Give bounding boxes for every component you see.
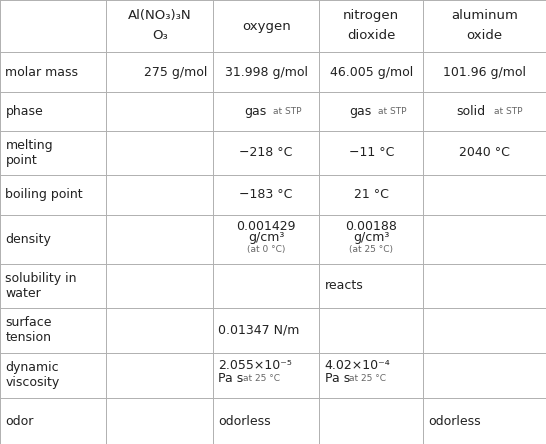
Text: 2040 °C: 2040 °C: [459, 146, 510, 159]
Text: at STP: at STP: [272, 107, 301, 116]
Text: −183 °C: −183 °C: [240, 188, 293, 202]
Text: solid: solid: [456, 105, 485, 118]
Text: 4.02×10⁻⁴: 4.02×10⁻⁴: [325, 359, 390, 372]
Text: dynamic
viscosity: dynamic viscosity: [5, 361, 60, 389]
Text: 31.998 g/mol: 31.998 g/mol: [224, 66, 308, 79]
Text: −11 °C: −11 °C: [348, 146, 394, 159]
Text: aluminum: aluminum: [451, 8, 518, 22]
Text: solubility in
water: solubility in water: [5, 272, 77, 300]
Text: dioxide: dioxide: [347, 28, 395, 42]
Text: Pa s: Pa s: [325, 373, 350, 385]
Text: nitrogen: nitrogen: [343, 8, 399, 22]
Text: 101.96 g/mol: 101.96 g/mol: [443, 66, 526, 79]
Text: −218 °C: −218 °C: [240, 146, 293, 159]
Text: 2.055×10⁻⁵: 2.055×10⁻⁵: [218, 359, 292, 372]
Text: 21 °C: 21 °C: [354, 188, 389, 202]
Text: density: density: [5, 233, 51, 246]
Text: oxygen: oxygen: [242, 20, 290, 33]
Text: boiling point: boiling point: [5, 188, 83, 202]
Text: reacts: reacts: [325, 279, 364, 293]
Text: odorless: odorless: [429, 415, 481, 428]
Text: 275 g/mol: 275 g/mol: [144, 66, 207, 79]
Text: (at 0 °C): (at 0 °C): [247, 246, 286, 254]
Text: (at 25 °C): (at 25 °C): [349, 246, 393, 254]
Text: Pa s: Pa s: [218, 373, 244, 385]
Text: O₃: O₃: [152, 28, 168, 42]
Text: 46.005 g/mol: 46.005 g/mol: [330, 66, 413, 79]
Text: 0.00188: 0.00188: [345, 220, 397, 234]
Text: phase: phase: [5, 105, 43, 118]
Text: at 25 °C: at 25 °C: [349, 374, 387, 384]
Text: at 25 °C: at 25 °C: [243, 374, 280, 384]
Text: 0.01347 N/m: 0.01347 N/m: [218, 324, 300, 337]
Text: oxide: oxide: [466, 28, 503, 42]
Text: g/cm³: g/cm³: [353, 231, 389, 245]
Text: at STP: at STP: [378, 107, 406, 116]
Text: surface
tension: surface tension: [5, 316, 52, 345]
Text: g/cm³: g/cm³: [248, 231, 284, 245]
Text: 0.001429: 0.001429: [236, 220, 296, 234]
Text: at STP: at STP: [494, 107, 523, 116]
Text: Al(NO₃)₃N: Al(NO₃)₃N: [128, 8, 192, 22]
Text: gas: gas: [244, 105, 266, 118]
Text: molar mass: molar mass: [5, 66, 79, 79]
Text: gas: gas: [349, 105, 371, 118]
Text: odor: odor: [5, 415, 34, 428]
Text: melting
point: melting point: [5, 139, 53, 167]
Text: odorless: odorless: [218, 415, 271, 428]
